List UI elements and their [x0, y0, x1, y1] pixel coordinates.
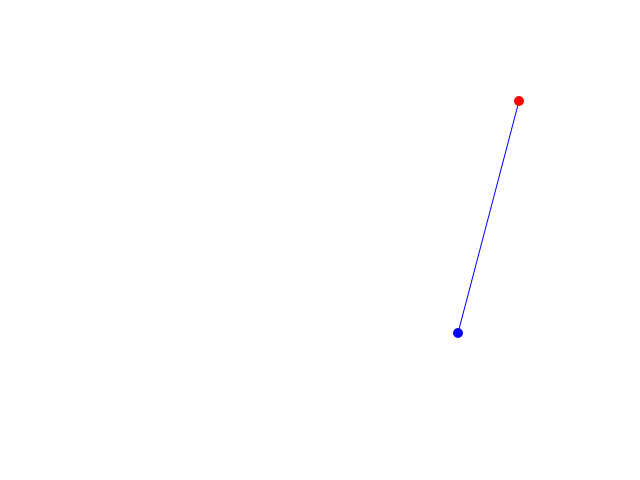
end-point-icon[interactable]: [514, 96, 524, 106]
line-segment: [457, 100, 520, 334]
start-point-icon[interactable]: [453, 328, 463, 338]
